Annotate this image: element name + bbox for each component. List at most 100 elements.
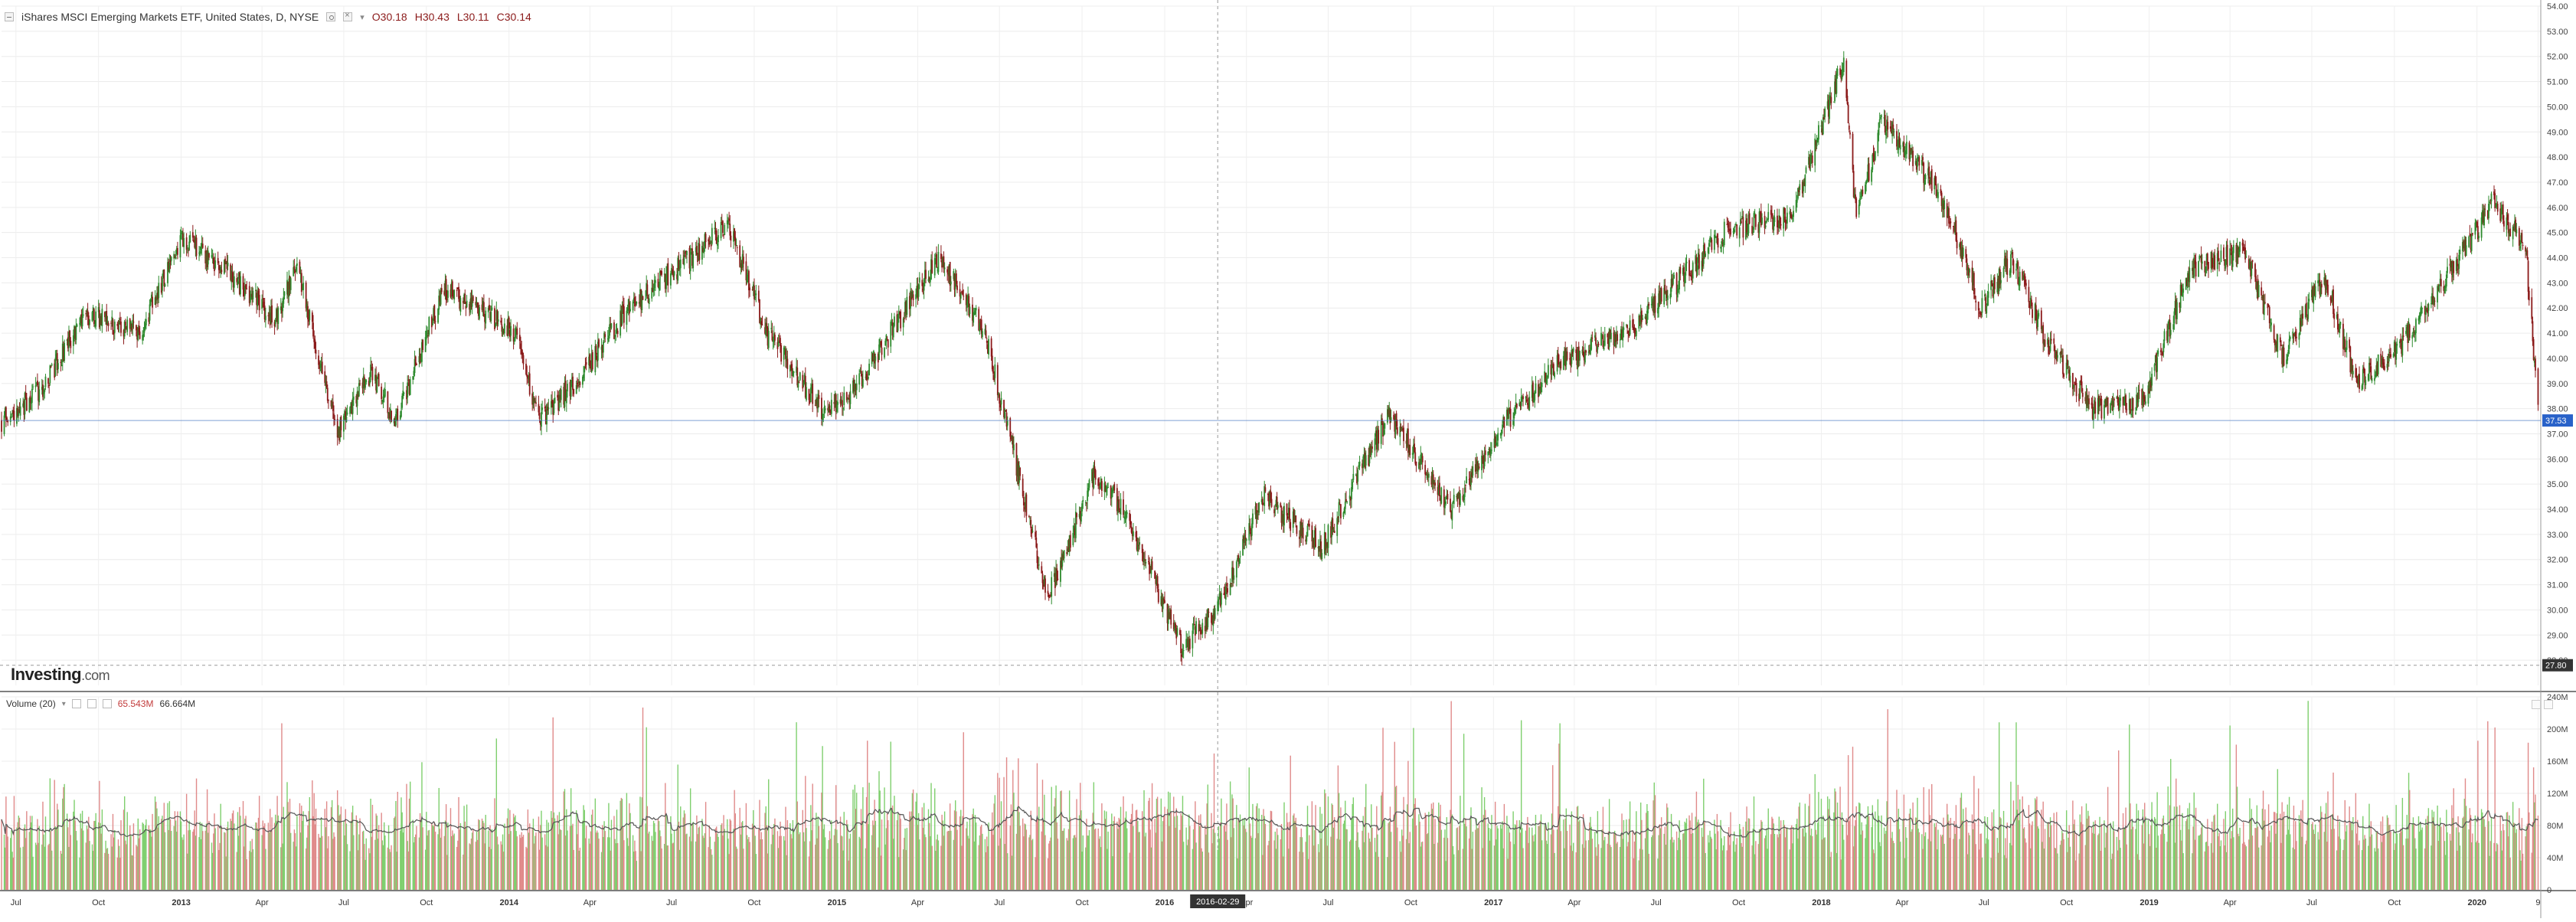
candle-body [2512,227,2514,239]
candle-body [2261,287,2262,295]
candle-body [696,246,698,255]
volume-bar [51,851,52,890]
candle-body [893,325,894,337]
volume-bar [925,837,926,890]
candle-body [1479,466,1480,468]
candle-body [432,323,433,325]
candle-body [1100,486,1101,488]
volume-bar [831,820,832,890]
candle-body [2532,321,2534,341]
candle-body [956,273,957,284]
candle-body [2010,254,2012,273]
candle-body [2057,355,2058,358]
candle-body [1943,201,1945,210]
candle-body [2457,269,2459,270]
candle-body [2032,309,2033,318]
volume-bar [988,822,989,890]
candle-body [2048,353,2050,354]
candle-body [346,417,348,422]
candle-body [1573,348,1574,351]
candle-body [2117,397,2119,403]
candle-body [2053,338,2055,344]
candle-body [1501,430,1502,435]
volume-bar [108,854,109,890]
candle-body [999,394,1000,404]
candle-body [1240,556,1241,557]
candle-body [815,405,816,406]
candle-body [2489,202,2490,203]
candle-body [2069,376,2071,383]
candle-body [692,254,694,268]
candle-body [1525,397,1527,398]
candle-body [410,379,411,394]
candle-body [1334,531,1335,533]
candle-body [1434,482,1436,486]
candle-body [792,373,793,376]
candle-body [710,242,711,243]
candle-body [2337,314,2339,329]
candle-body [1444,505,1446,508]
candle-body [1274,509,1276,511]
candle-body [2120,397,2121,401]
candle-body [678,260,680,270]
candle-body [1130,521,1132,525]
candle-body [1697,266,1698,276]
candle-body [747,275,748,283]
candle-body [1355,475,1357,476]
volume-bar [799,832,800,890]
candle-body [384,389,386,397]
candle-body [1290,522,1291,531]
candle-body [1238,559,1240,564]
candle-body [1597,345,1598,349]
candle-body [1180,634,1182,653]
candle-body [1880,117,1881,118]
candle-body [358,383,360,396]
candle-body [584,367,585,373]
candle-body [743,257,744,263]
volume-bar [868,783,869,890]
candle-body [538,404,540,413]
candle-body [938,252,940,272]
candle-body [397,409,398,421]
candle-body [125,322,126,325]
candle-body [1183,650,1185,651]
candle-body [391,410,392,421]
candle-body [1858,204,1860,214]
candle-body [1837,69,1839,76]
candle-body [1352,482,1353,489]
candle-body [1303,528,1304,538]
candle-body [1728,224,1729,228]
candle-body [734,237,736,245]
candle-body [2484,209,2486,210]
candle-body [2519,246,2521,248]
candle-body [991,338,992,357]
candle-body [780,338,781,346]
candle-body [2093,410,2094,420]
candle-body [271,306,273,322]
volume-bar [397,792,398,890]
candle-body [378,374,380,386]
candle-body [731,236,732,241]
candle-body [868,377,869,379]
candle-body [982,331,983,337]
candle-body [2270,322,2272,325]
candle-body [51,367,52,368]
candle-body [2346,341,2348,350]
candle-body [177,248,178,255]
volume-bar [1,819,2,890]
candle-body [711,245,712,247]
candle-body [175,257,177,259]
candle-body [2258,285,2260,297]
candle-body [1829,96,1830,119]
candle-body [407,382,408,397]
candle-body [667,263,669,286]
candle-body [1451,504,1453,520]
candle-body [54,358,56,375]
candle-body [114,322,116,333]
candle-body [1192,630,1193,648]
candle-body [472,296,474,301]
volume-bar [447,822,448,890]
candle-body [2535,358,2536,371]
